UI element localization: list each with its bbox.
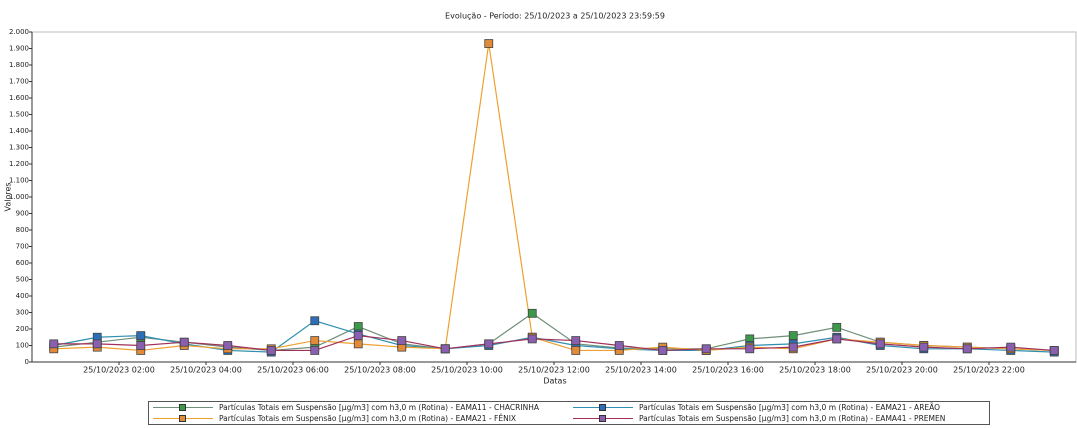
legend: Partículas Totais em Suspensão [µg/m3] c… — [148, 401, 990, 425]
marker — [788, 342, 798, 352]
marker — [353, 322, 363, 331]
series-line — [53, 334, 1055, 352]
x-tick-label: 25/10/2023 20:00 — [866, 366, 938, 375]
marker — [832, 334, 842, 344]
legend-marker — [179, 415, 186, 422]
x-tick-label: 25/10/2023 06:00 — [257, 366, 329, 375]
marker — [353, 331, 363, 341]
y-tick-label: 1.100 — [9, 177, 29, 185]
y-axis-label: Valores — [4, 182, 13, 211]
y-tick-label: 1.400 — [9, 127, 29, 135]
marker — [310, 346, 320, 355]
legend-swatch — [573, 415, 633, 422]
marker — [614, 341, 624, 350]
marker — [136, 331, 146, 341]
legend-swatch — [573, 404, 633, 411]
chart: Evolução - Período: 25/10/2023 a 25/10/2… — [4, 12, 1077, 386]
x-axis-label: Datas — [543, 377, 566, 386]
marker — [571, 336, 581, 345]
x-tick-label: 25/10/2023 02:00 — [83, 366, 155, 375]
marker — [179, 337, 189, 347]
marker — [136, 341, 146, 350]
marker — [658, 346, 668, 355]
marker — [484, 339, 494, 349]
marker — [310, 316, 320, 326]
y-tick-label: 800 — [16, 226, 29, 234]
x-tick-label: 25/10/2023 18:00 — [779, 366, 851, 375]
marker — [397, 336, 407, 345]
series-line — [53, 312, 1055, 352]
marker — [223, 341, 233, 350]
legend-item: Partículas Totais em Suspensão [µg/m3] c… — [149, 413, 569, 424]
plot-frame — [31, 31, 1077, 363]
marker — [571, 346, 581, 355]
x-tick-label: 25/10/2023 16:00 — [692, 366, 764, 375]
marker — [875, 339, 885, 349]
legend-marker — [599, 415, 606, 422]
y-tick-label: 1.300 — [9, 144, 29, 152]
legend-label: Partículas Totais em Suspensão [µg/m3] c… — [219, 414, 517, 423]
marker — [49, 339, 59, 349]
legend-swatch — [153, 404, 213, 411]
legend-item: Partículas Totais em Suspensão [µg/m3] c… — [569, 413, 989, 424]
marker — [353, 339, 363, 349]
x-tick-label: 25/10/2023 12:00 — [518, 366, 590, 375]
marker — [832, 322, 842, 332]
legend-label: Partículas Totais em Suspensão [µg/m3] c… — [639, 414, 946, 423]
y-tick-label: 1.900 — [9, 45, 29, 53]
x-tick-label: 25/10/2023 08:00 — [344, 366, 416, 375]
marker — [745, 344, 755, 354]
marker — [1006, 342, 1016, 352]
x-tick-label: 25/10/2023 04:00 — [170, 366, 242, 375]
legend-label: Partículas Totais em Suspensão [µg/m3] c… — [219, 403, 539, 412]
marker — [701, 344, 711, 354]
x-tick-label: 25/10/2023 14:00 — [605, 366, 677, 375]
chart-title: Evolução - Período: 25/10/2023 a 25/10/2… — [445, 12, 665, 21]
y-tick-label: 1.800 — [9, 61, 29, 69]
y-tick-label: 400 — [16, 292, 29, 300]
y-tick-label: 1.000 — [9, 193, 29, 201]
y-tick-label: 700 — [16, 243, 29, 251]
marker — [440, 344, 450, 354]
y-tick-label: 100 — [16, 342, 29, 350]
y-tick-label: 0 — [25, 358, 29, 366]
x-tick-label: 25/10/2023 22:00 — [953, 366, 1025, 375]
marker — [1049, 346, 1059, 355]
marker — [266, 346, 276, 355]
y-tick-label: 1.500 — [9, 111, 29, 119]
x-tick-label: 25/10/2023 10:00 — [431, 366, 503, 375]
y-tick-label: 2.000 — [9, 28, 29, 36]
y-tick-label: 1.700 — [9, 78, 29, 86]
legend-marker — [179, 404, 186, 411]
y-tick-label: 1.200 — [9, 160, 29, 168]
y-tick-label: 1.600 — [9, 94, 29, 102]
marker — [484, 39, 494, 48]
series-line — [53, 43, 1055, 352]
legend-label: Partículas Totais em Suspensão [µg/m3] c… — [639, 403, 941, 412]
y-tick-label: 600 — [16, 259, 29, 267]
series-line — [53, 320, 1055, 353]
marker — [527, 334, 537, 344]
y-tick-label: 900 — [16, 210, 29, 218]
legend-marker — [599, 404, 606, 411]
marker — [962, 344, 972, 354]
legend-swatch — [153, 415, 213, 422]
legend-item: Partículas Totais em Suspensão [µg/m3] c… — [149, 402, 569, 413]
legend-item: Partículas Totais em Suspensão [µg/m3] c… — [569, 402, 989, 413]
marker — [919, 342, 929, 352]
marker — [527, 308, 537, 318]
y-tick-label: 300 — [16, 309, 29, 317]
y-tick-label: 500 — [16, 276, 29, 284]
marker — [788, 331, 798, 341]
marker — [92, 339, 102, 349]
marker — [310, 336, 320, 345]
y-tick-label: 200 — [16, 325, 29, 333]
